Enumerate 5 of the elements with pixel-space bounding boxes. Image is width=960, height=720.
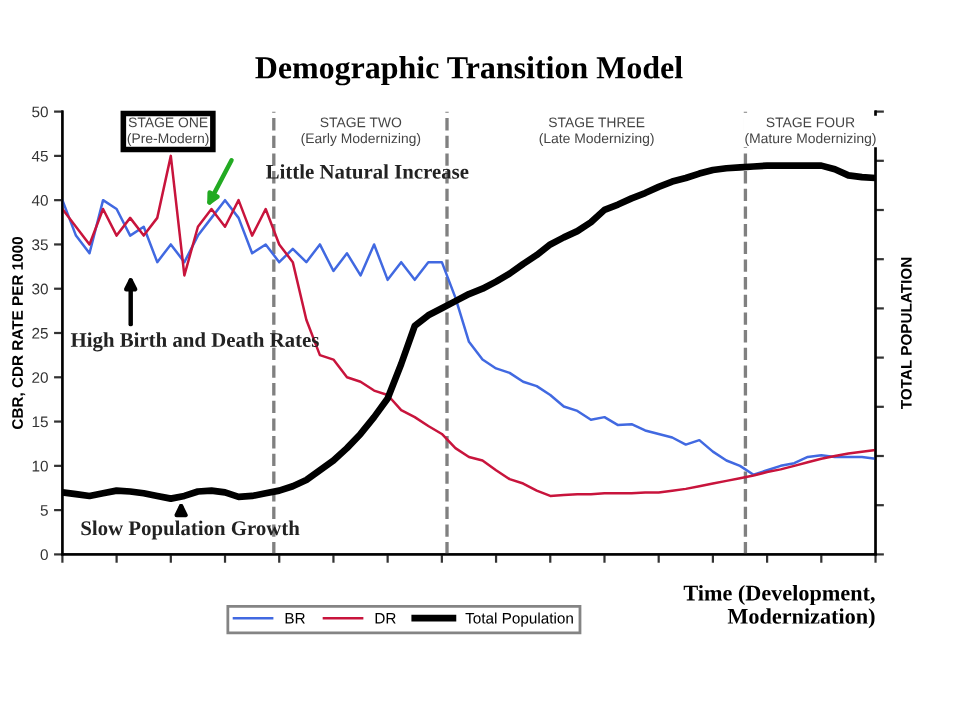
- line-series: [62, 198, 876, 476]
- x-axis-title: Time (Development, Modernization): [683, 584, 875, 629]
- chart-title: Demographic Transition Model: [255, 56, 683, 86]
- annotation: Little Natural Increase: [266, 164, 469, 179]
- annotation: Slow Population Growth: [81, 520, 300, 540]
